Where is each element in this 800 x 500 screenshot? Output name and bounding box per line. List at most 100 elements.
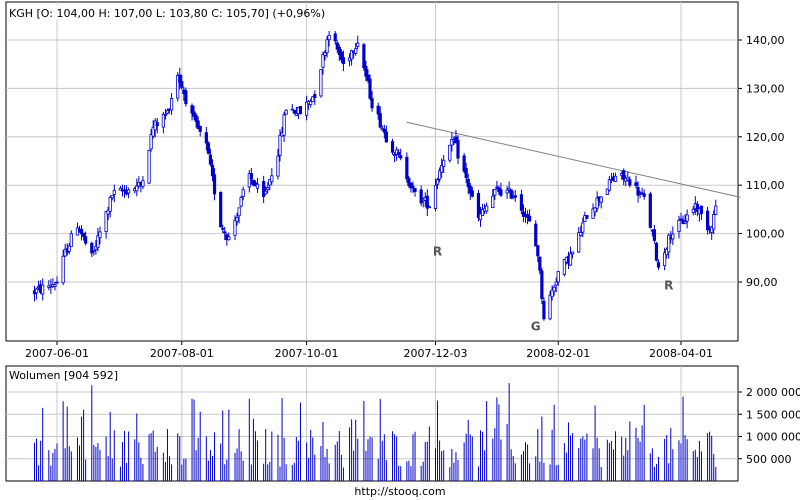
candle-body <box>509 189 513 199</box>
candle-body <box>276 155 280 177</box>
candle-body <box>628 179 632 186</box>
candle-body <box>321 53 325 68</box>
candle-body <box>255 183 260 189</box>
price-xtick-label: 2008-02-01 <box>526 347 590 360</box>
candle-body <box>262 181 266 198</box>
candle-body <box>554 281 558 286</box>
candle-body <box>247 173 251 188</box>
candle-body <box>493 189 497 196</box>
candle-body <box>41 284 45 295</box>
candle-body <box>163 114 168 116</box>
candle-body <box>335 42 339 50</box>
candle-body <box>196 120 200 129</box>
candle-body <box>507 187 511 191</box>
candle-body <box>478 213 483 221</box>
candle-body <box>605 188 609 195</box>
volume-bars <box>33 383 717 481</box>
volume-y-axis: 500 000 1 000 000 1 500 000 2 000 000 <box>738 386 800 466</box>
candle-body <box>599 196 603 203</box>
candle-body <box>366 74 370 81</box>
candle-body <box>476 193 481 219</box>
candle-body <box>313 94 317 99</box>
candle-body <box>278 134 282 156</box>
price-panel: 90,00 100,00 110,00 120,00 130,00 140,00 2007… <box>5 1 785 360</box>
volume-panel: 500 000 1 000 000 1 500 000 2 000 000 Wolum… <box>5 365 800 482</box>
candle-body <box>536 245 540 257</box>
candle-body <box>470 190 474 197</box>
candle-body <box>112 190 116 195</box>
candle-body <box>556 271 560 283</box>
candle-body <box>519 194 524 211</box>
candle-body <box>622 170 626 180</box>
candle-body <box>427 206 431 209</box>
trendline <box>406 121 741 198</box>
candle-body <box>425 195 429 209</box>
candle-body <box>468 185 472 194</box>
candle-body <box>151 127 155 137</box>
price-ytick-label: 120,00 <box>746 131 785 144</box>
candle-body <box>442 159 446 168</box>
candle-body <box>294 113 298 116</box>
candle-body <box>53 284 57 287</box>
candle-body <box>411 185 415 188</box>
candle-body <box>34 288 39 294</box>
candle-body <box>548 294 552 320</box>
candle-body <box>233 219 237 236</box>
candle-body <box>67 245 71 252</box>
candle-body <box>552 286 556 292</box>
candle-body <box>433 185 438 209</box>
candle-body <box>521 211 526 217</box>
candle-body <box>405 156 409 180</box>
candle-body <box>210 164 215 177</box>
candle-body <box>714 205 718 215</box>
candle-body <box>577 232 581 253</box>
candle-body <box>61 255 65 284</box>
candle-body <box>180 81 184 88</box>
candle-body <box>579 232 583 236</box>
candle-body <box>84 236 88 244</box>
candle-body <box>204 132 208 144</box>
candle-body <box>98 231 102 239</box>
candle-body <box>79 228 84 235</box>
candle-body <box>282 114 286 136</box>
candle-body <box>562 259 566 275</box>
candle-body <box>513 195 517 198</box>
candle-body <box>480 209 485 216</box>
candle-body <box>677 220 681 232</box>
candle-body <box>206 142 210 154</box>
pattern-label: R <box>433 244 442 258</box>
candle-body <box>118 187 123 191</box>
candle-body <box>309 100 313 105</box>
candle-body <box>667 234 671 253</box>
candle-body <box>284 109 288 115</box>
candle-body <box>491 195 495 208</box>
candle-body <box>654 242 659 261</box>
candle-body <box>325 39 329 54</box>
candle-body <box>595 197 599 209</box>
price-xtick-label: 2007-12-03 <box>404 347 468 360</box>
candle-body <box>69 233 73 247</box>
price-xtick-label: 2007-10-01 <box>275 347 339 360</box>
candle-body <box>319 69 323 97</box>
candle-body <box>382 128 386 133</box>
candle-body <box>683 221 687 224</box>
candle-body <box>419 189 423 204</box>
volume-ytick-label: 500 000 <box>746 453 792 466</box>
candle-body <box>691 208 695 214</box>
candle-body <box>327 34 331 41</box>
candle-body <box>268 178 272 186</box>
candle-body <box>221 227 225 230</box>
candle-body <box>550 289 554 298</box>
candle-body <box>671 233 675 240</box>
price-ytick-label: 140,00 <box>746 34 785 47</box>
candle-body <box>413 188 417 192</box>
candle-body <box>652 229 657 241</box>
candle-body <box>165 110 170 114</box>
candle-body <box>450 138 454 146</box>
candle-body <box>448 144 452 161</box>
candle-body <box>264 190 268 195</box>
candle-body <box>626 177 630 181</box>
candle-body <box>376 105 380 115</box>
candle-body <box>208 154 213 165</box>
